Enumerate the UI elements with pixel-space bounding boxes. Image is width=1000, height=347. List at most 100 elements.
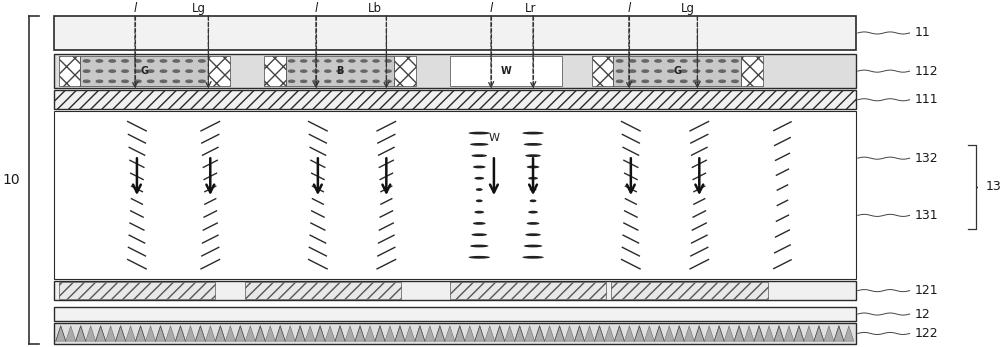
Circle shape — [135, 60, 141, 62]
Ellipse shape — [524, 245, 542, 247]
Circle shape — [385, 80, 391, 82]
Polygon shape — [604, 326, 614, 341]
Polygon shape — [644, 326, 654, 341]
Polygon shape — [395, 326, 405, 341]
Polygon shape — [56, 326, 66, 341]
Circle shape — [186, 60, 192, 62]
Circle shape — [629, 80, 636, 83]
Circle shape — [186, 70, 192, 72]
Polygon shape — [165, 326, 175, 341]
Ellipse shape — [524, 143, 542, 146]
Bar — [54, 90, 856, 109]
Text: Lr: Lr — [525, 2, 537, 15]
Polygon shape — [704, 326, 714, 341]
Polygon shape — [694, 326, 704, 341]
Circle shape — [681, 60, 687, 62]
Ellipse shape — [474, 177, 484, 180]
Circle shape — [642, 60, 648, 62]
Bar — [611, 282, 768, 299]
Circle shape — [655, 60, 661, 62]
Circle shape — [160, 70, 167, 72]
Circle shape — [173, 60, 179, 62]
Polygon shape — [116, 326, 126, 341]
Polygon shape — [445, 326, 455, 341]
Circle shape — [642, 70, 648, 72]
Circle shape — [361, 70, 367, 72]
Circle shape — [83, 70, 90, 72]
Polygon shape — [744, 326, 754, 341]
Circle shape — [616, 80, 623, 83]
Ellipse shape — [476, 200, 483, 202]
Polygon shape — [525, 326, 535, 341]
Polygon shape — [575, 326, 584, 341]
Text: 10: 10 — [3, 172, 21, 187]
Polygon shape — [345, 326, 355, 341]
Circle shape — [681, 80, 687, 83]
Ellipse shape — [476, 188, 483, 191]
Ellipse shape — [473, 222, 486, 225]
Circle shape — [289, 80, 295, 82]
Polygon shape — [295, 326, 305, 341]
Text: 111: 111 — [914, 93, 938, 106]
Bar — [613, 56, 741, 86]
Polygon shape — [385, 326, 395, 341]
Circle shape — [719, 70, 725, 72]
Bar — [54, 281, 856, 300]
Polygon shape — [215, 326, 225, 341]
Circle shape — [349, 70, 355, 72]
Circle shape — [655, 80, 661, 83]
Circle shape — [655, 70, 661, 72]
Polygon shape — [764, 326, 774, 341]
Polygon shape — [844, 326, 854, 341]
Circle shape — [96, 80, 103, 83]
Polygon shape — [225, 326, 235, 341]
Polygon shape — [714, 326, 724, 341]
Bar — [54, 307, 856, 321]
Polygon shape — [156, 326, 165, 341]
Ellipse shape — [522, 256, 544, 259]
Ellipse shape — [468, 132, 490, 135]
Bar — [741, 56, 763, 86]
Circle shape — [313, 70, 319, 72]
Polygon shape — [634, 326, 644, 341]
Bar — [592, 56, 613, 86]
Polygon shape — [684, 326, 694, 341]
Circle shape — [719, 80, 725, 83]
Polygon shape — [674, 326, 684, 341]
Ellipse shape — [473, 166, 486, 168]
Circle shape — [199, 60, 205, 62]
Bar — [264, 56, 286, 86]
Circle shape — [160, 60, 167, 62]
Polygon shape — [195, 326, 205, 341]
Polygon shape — [405, 326, 415, 341]
Circle shape — [289, 70, 295, 72]
Text: Lg: Lg — [681, 2, 695, 15]
Bar — [245, 282, 401, 299]
Polygon shape — [315, 326, 325, 341]
Text: W: W — [488, 133, 499, 143]
Polygon shape — [265, 326, 275, 341]
Polygon shape — [555, 326, 565, 341]
Polygon shape — [245, 326, 255, 341]
Circle shape — [147, 80, 154, 83]
Circle shape — [361, 80, 367, 82]
Bar — [286, 56, 394, 86]
Circle shape — [173, 70, 179, 72]
Circle shape — [616, 60, 623, 62]
Circle shape — [147, 70, 154, 72]
Polygon shape — [76, 326, 86, 341]
Text: Lb: Lb — [368, 2, 382, 15]
Text: 11: 11 — [914, 26, 930, 40]
Circle shape — [301, 80, 307, 82]
Polygon shape — [475, 326, 485, 341]
Polygon shape — [784, 326, 794, 341]
Ellipse shape — [530, 188, 536, 191]
Text: 13: 13 — [986, 180, 1000, 193]
Circle shape — [629, 70, 636, 72]
Text: l: l — [489, 2, 493, 15]
Polygon shape — [545, 326, 555, 341]
Circle shape — [732, 70, 738, 72]
Polygon shape — [425, 326, 435, 341]
Bar — [54, 54, 856, 88]
Bar — [450, 56, 562, 86]
